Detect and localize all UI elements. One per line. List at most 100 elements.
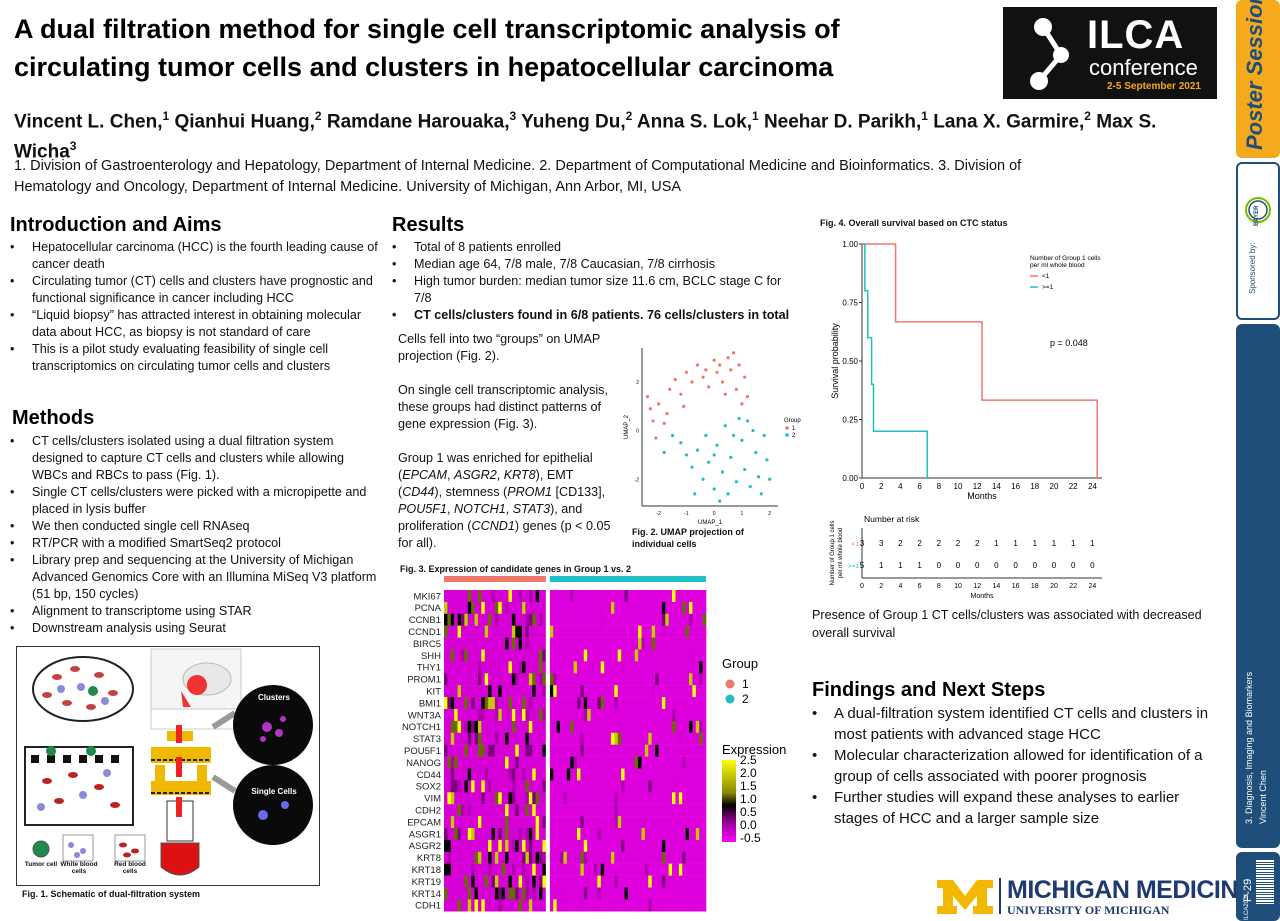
heatmap-cell [617, 887, 622, 900]
heatmap-cell [672, 649, 676, 662]
heatmap-cell [577, 816, 581, 829]
heatmap-cell [678, 804, 683, 817]
heatmap-cell [668, 613, 673, 626]
heatmap-cell [678, 863, 683, 876]
heatmap-cell [655, 673, 659, 686]
heatmap-cell [621, 613, 625, 626]
heatmap-cell [641, 649, 646, 662]
heatmap-cell [556, 673, 561, 686]
heatmap-cell [655, 744, 659, 757]
heatmap-cell [695, 851, 700, 864]
heatmap-cell [447, 601, 452, 614]
heatmap-cell [655, 709, 659, 722]
heatmap-cell [583, 673, 588, 686]
heatmap-cell [532, 804, 536, 817]
heatmap-cell [444, 613, 448, 626]
heatmap-cell [454, 756, 458, 769]
heatmap-cell [665, 649, 669, 662]
heatmap-cell [566, 720, 571, 733]
heatmap-cell [600, 673, 605, 686]
heatmap-cell [447, 851, 452, 864]
heatmap-cell [655, 792, 659, 805]
heatmap-cell [634, 697, 639, 710]
heatmap-cell [692, 744, 697, 757]
heatmap-cell [689, 732, 693, 745]
heatmap-cell [604, 756, 608, 769]
heatmap-cell [556, 601, 561, 614]
heatmap-cell [556, 792, 561, 805]
heatmap-cell [590, 744, 595, 757]
heatmap-cell [672, 744, 676, 757]
heatmap-cell [661, 685, 666, 698]
heatmap-cell [624, 828, 629, 841]
heatmap-cell [661, 601, 666, 614]
heatmap-cell [570, 685, 574, 698]
heatmap-cell [484, 804, 489, 817]
heatmap-cell [570, 720, 574, 733]
heatmap-cell [444, 899, 448, 912]
heatmap-cell [488, 816, 492, 829]
heatmap-cell [668, 732, 673, 745]
heatmap-cell [454, 649, 458, 662]
heatmap-cell [614, 673, 619, 686]
heatmap-cell [450, 756, 455, 769]
heatmap-cell [528, 637, 533, 650]
heatmap-cell [464, 875, 469, 888]
heatmap-cell [471, 709, 475, 722]
heatmap-cell [484, 637, 489, 650]
sponsored-by: Sponsored by: [1248, 242, 1257, 294]
heatmap-cell [494, 863, 499, 876]
heatmap-cell [508, 673, 513, 686]
heatmap-cell [488, 792, 492, 805]
heatmap-cell [454, 590, 458, 603]
heatmap-cell [638, 649, 642, 662]
heatmap-cell [505, 863, 509, 876]
heatmap-cell [617, 637, 622, 650]
heatmap-cell [515, 637, 519, 650]
heatmap-cell [539, 661, 543, 674]
heatmap-cell [624, 863, 629, 876]
fig3-heatmap-plot: MKI67PCNACCNB1CCND1BIRC5SHHTHY1PROM1KITB… [402, 576, 786, 912]
heatmap-cell [610, 744, 615, 757]
heatmap-cell [624, 637, 629, 650]
list-item: Hepatocellular carcinoma (HCC) is the fo… [10, 239, 380, 273]
heatmap-cell [617, 685, 622, 698]
heatmap-cell [661, 625, 666, 638]
heatmap-cell [528, 625, 533, 638]
heatmap-cell [607, 720, 612, 733]
umap-point [715, 370, 719, 374]
heatmap-cell [597, 839, 602, 852]
heatmap-cell [573, 887, 578, 900]
heatmap-cell [494, 697, 499, 710]
km-risk-x-tick: 2 [879, 583, 883, 590]
heatmap-cell [484, 851, 489, 864]
heatmap-cell [553, 744, 557, 757]
heatmap-cell [471, 685, 475, 698]
heatmap-cell [590, 887, 595, 900]
author-affil-sup: 2 [625, 109, 633, 123]
heatmap-cell [583, 851, 588, 864]
heatmap-cell [668, 685, 673, 698]
heatmap-cell [610, 768, 615, 781]
heatmap-cell [668, 661, 673, 674]
heatmap-cell [682, 756, 686, 769]
heatmap-cell [661, 732, 666, 745]
heatmap-cell [505, 839, 509, 852]
heatmap-cell [597, 768, 602, 781]
heatmap-cell [494, 590, 499, 603]
heatmap-cell [518, 863, 523, 876]
heatmap-cell [494, 851, 499, 864]
heatmap-cell [624, 720, 629, 733]
heatmap-cell [447, 720, 452, 733]
heatmap-cell [573, 768, 578, 781]
heatmap-cell [560, 899, 564, 912]
heatmap-group2-bar [549, 576, 706, 582]
heatmap-cell [457, 851, 462, 864]
author-affil-sup: 2 [1084, 109, 1091, 123]
heatmap-cell [484, 732, 489, 745]
heatmap-cell [553, 685, 557, 698]
heatmap-cell [471, 637, 475, 650]
heatmap-cell [560, 613, 564, 626]
heatmap-cell [515, 780, 519, 793]
heatmap-cell [678, 625, 683, 638]
